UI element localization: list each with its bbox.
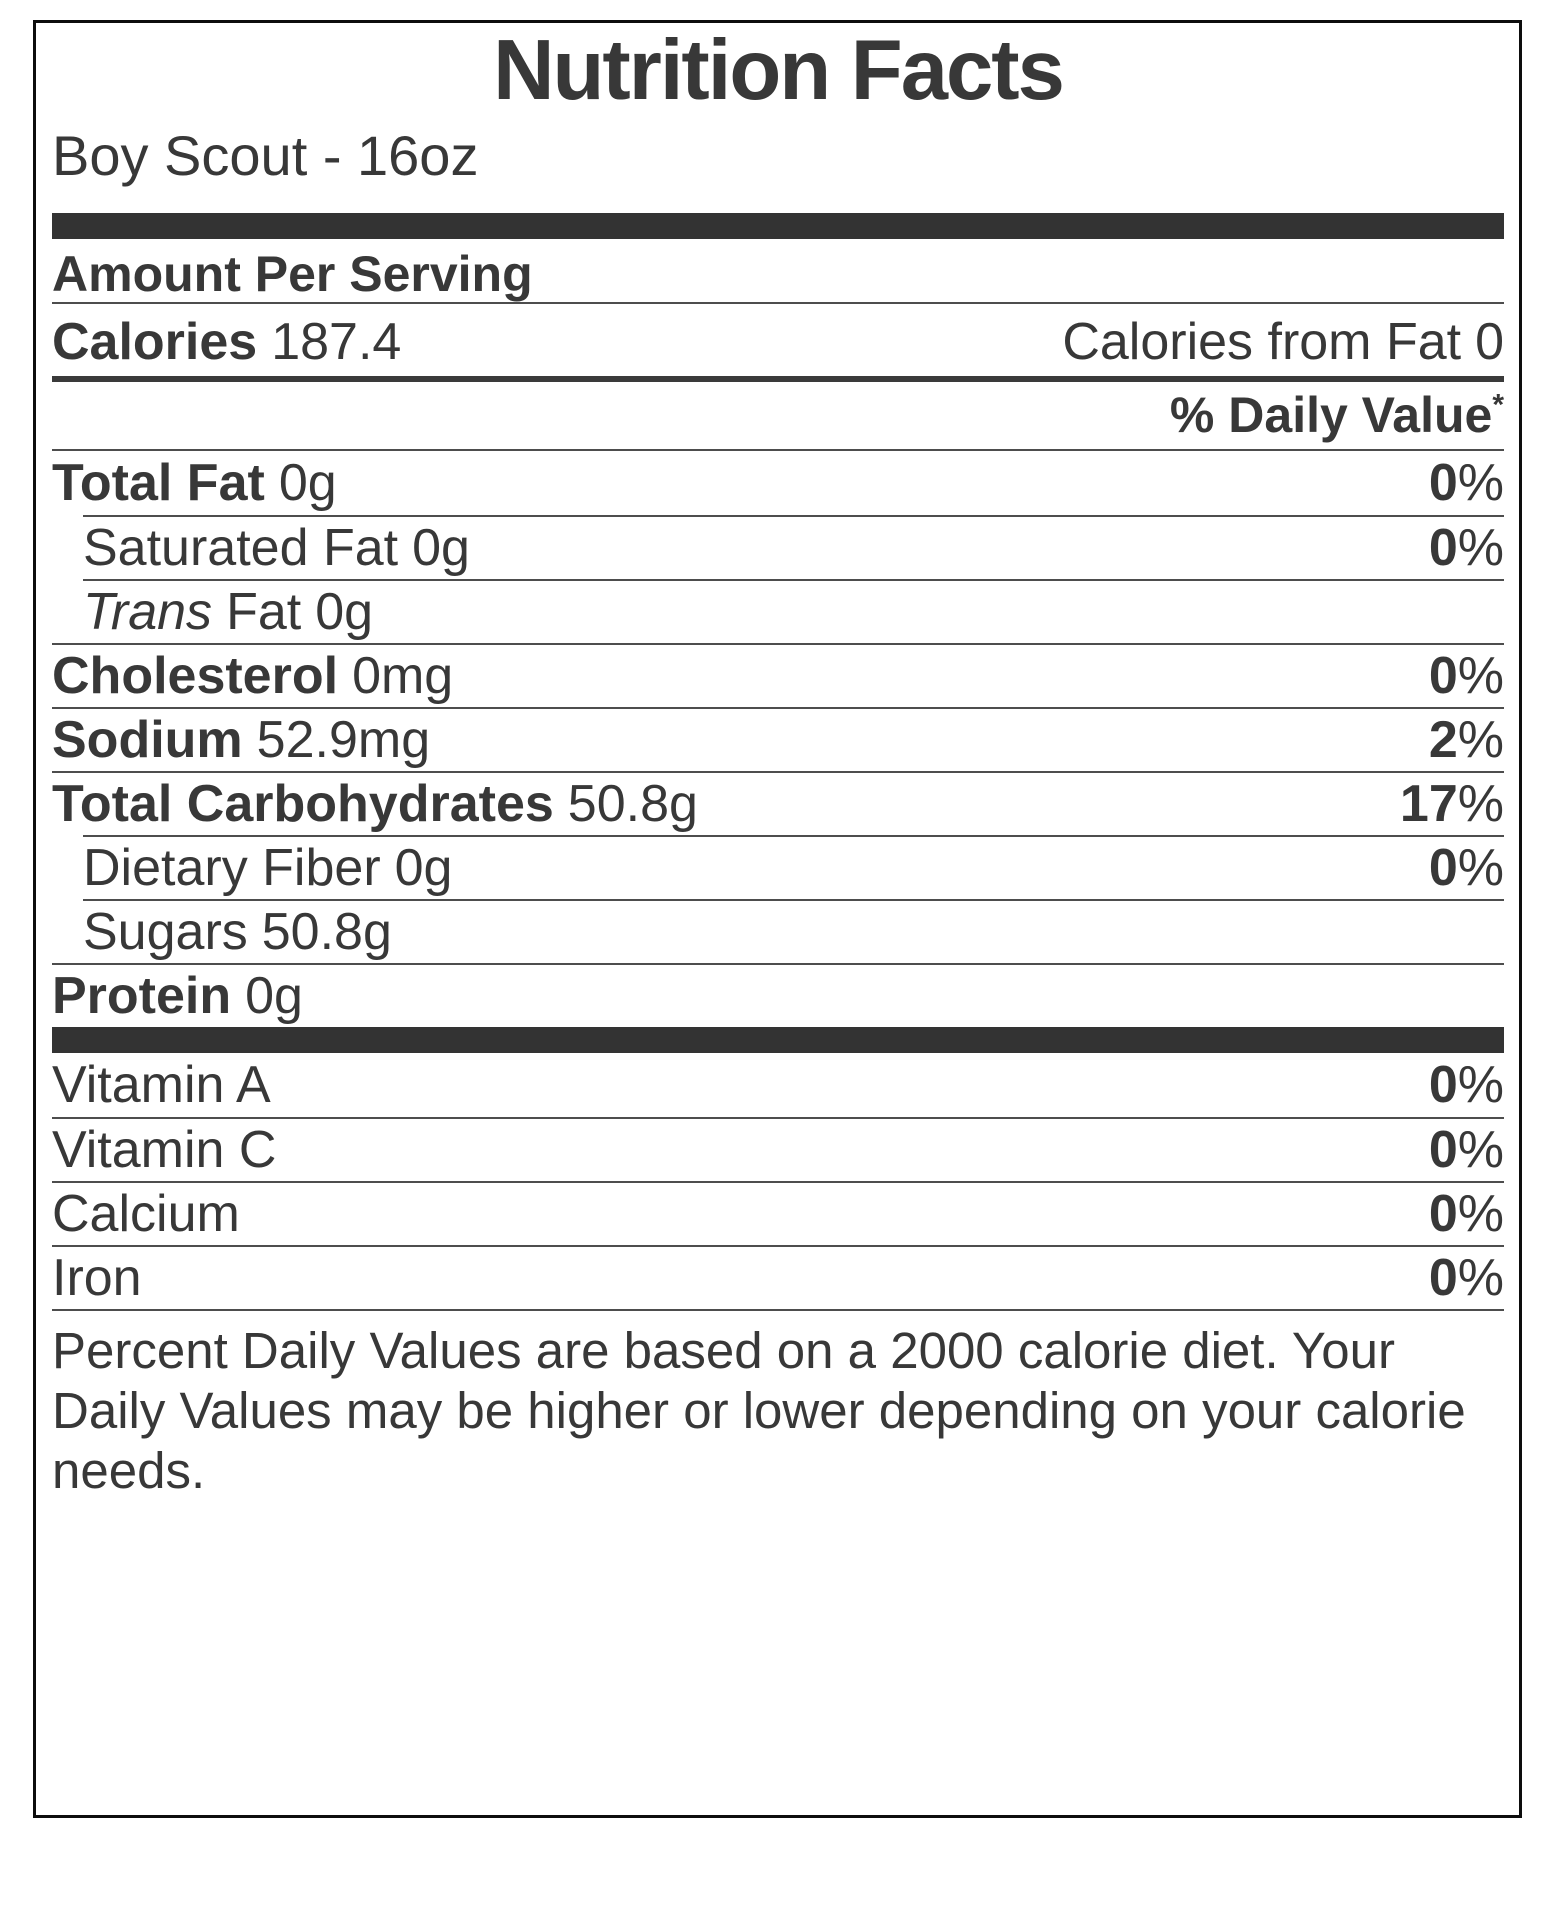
nutrient-amount: 0g: [278, 454, 337, 512]
calories-from-fat-value: 0: [1475, 313, 1504, 371]
nutrition-facts-label: Nutrition Facts Boy Scout - 16oz Amount …: [33, 20, 1522, 1818]
nutrient-row-dietary-fiber: Dietary Fiber 0g 0%: [83, 835, 1504, 899]
amount-per-serving-heading: Amount Per Serving: [52, 239, 1504, 304]
daily-value-heading: % Daily Value*: [52, 382, 1504, 451]
nutrient-row-sugars: Sugars 50.8g: [83, 899, 1504, 963]
daily-values-footnote: Percent Daily Values are based on a 2000…: [52, 1322, 1466, 1499]
nutrient-row-cholesterol: Cholesterol 0mg 0%: [52, 643, 1504, 707]
nutrient-row-total-fat: Total Fat 0g 0%: [52, 451, 1504, 515]
label-title: Nutrition Facts: [493, 23, 1065, 118]
nutrient-amount: 0g: [394, 839, 453, 897]
nutrient-label: Sugars: [83, 903, 248, 961]
nutrient-daily-value: 0%: [1428, 839, 1504, 897]
nutrient-amount: 0mg: [352, 647, 454, 705]
nutrient-label: Total Fat: [52, 454, 265, 512]
nutrient-label-italic: Trans: [83, 583, 213, 641]
nutrient-label: Saturated Fat: [83, 519, 399, 577]
nutrient-label: Total Carbohydrates: [52, 775, 554, 833]
vitamin-row-vitamin-c: Vitamin C 0%: [52, 1117, 1504, 1181]
nutrient-daily-value: 0%: [1428, 454, 1504, 512]
nutrient-amount: 0g: [245, 967, 303, 1025]
nutrient-label: Protein: [52, 967, 232, 1025]
calories-label: Calories: [52, 313, 258, 371]
daily-value-heading-text: % Daily Value: [1169, 387, 1493, 443]
nutrient-row-total-carbohydrates: Total Carbohydrates 50.8g 17%: [52, 771, 1504, 835]
nutrient-daily-value: 2%: [1428, 711, 1504, 769]
vitamin-daily-value: 0%: [1428, 1249, 1504, 1307]
nutrient-daily-value: 0%: [1428, 519, 1504, 577]
nutrient-amount: 50.8g: [567, 775, 698, 833]
vitamin-row-calcium: Calcium 0%: [52, 1181, 1504, 1245]
nutrient-rows: Total Fat 0g 0% Saturated Fat 0g 0% Trans F…: [52, 451, 1504, 1027]
nutrient-daily-value: 0%: [1428, 647, 1504, 705]
vitamin-label: Vitamin C: [52, 1121, 277, 1179]
calories-value-group: Calories 187.4: [52, 312, 401, 372]
nutrient-row-saturated-fat: Saturated Fat 0g 0%: [83, 515, 1504, 579]
vitamin-daily-value: 0%: [1428, 1121, 1504, 1179]
product-name: Boy Scout - 16oz: [52, 124, 479, 187]
vitamin-row-vitamin-a: Vitamin A 0%: [52, 1053, 1504, 1117]
vitamin-label: Iron: [52, 1249, 142, 1307]
calories-from-fat-label: Calories from Fat: [1062, 313, 1462, 371]
nutrient-daily-value: 17%: [1399, 775, 1504, 833]
vitamin-daily-value: 0%: [1428, 1185, 1504, 1243]
separator-bar-bottom: [52, 1027, 1504, 1053]
vitamin-row-iron: Iron 0%: [52, 1245, 1504, 1309]
nutrient-row-sodium: Sodium 52.9mg 2%: [52, 707, 1504, 771]
nutrient-label: Dietary Fiber: [83, 839, 381, 897]
nutrient-label: Cholesterol: [52, 647, 339, 705]
nutrient-label: Fat: [226, 583, 302, 641]
vitamin-label: Calcium: [52, 1185, 240, 1243]
calories-row: Calories 187.4 Calories from Fat 0: [52, 304, 1504, 382]
nutrient-label: Sodium: [52, 711, 243, 769]
daily-value-asterisk: *: [1492, 388, 1504, 422]
nutrient-row-protein: Protein 0g: [52, 963, 1504, 1027]
vitamin-label: Vitamin A: [52, 1056, 271, 1114]
nutrient-amount: 0g: [412, 519, 470, 577]
vitamin-rows: Vitamin A 0% Vitamin C 0% Calcium 0% Iro…: [52, 1053, 1504, 1311]
calories-value: 187.4: [271, 313, 402, 371]
vitamin-daily-value: 0%: [1428, 1056, 1504, 1114]
nutrient-amount: 50.8g: [261, 903, 392, 961]
nutrient-row-trans-fat: Trans Fat 0g: [83, 579, 1504, 643]
nutrient-amount: 0g: [315, 583, 374, 641]
separator-bar-top: [52, 213, 1504, 239]
calories-from-fat-group: Calories from Fat 0: [1062, 312, 1504, 372]
nutrient-amount: 52.9mg: [256, 711, 431, 769]
